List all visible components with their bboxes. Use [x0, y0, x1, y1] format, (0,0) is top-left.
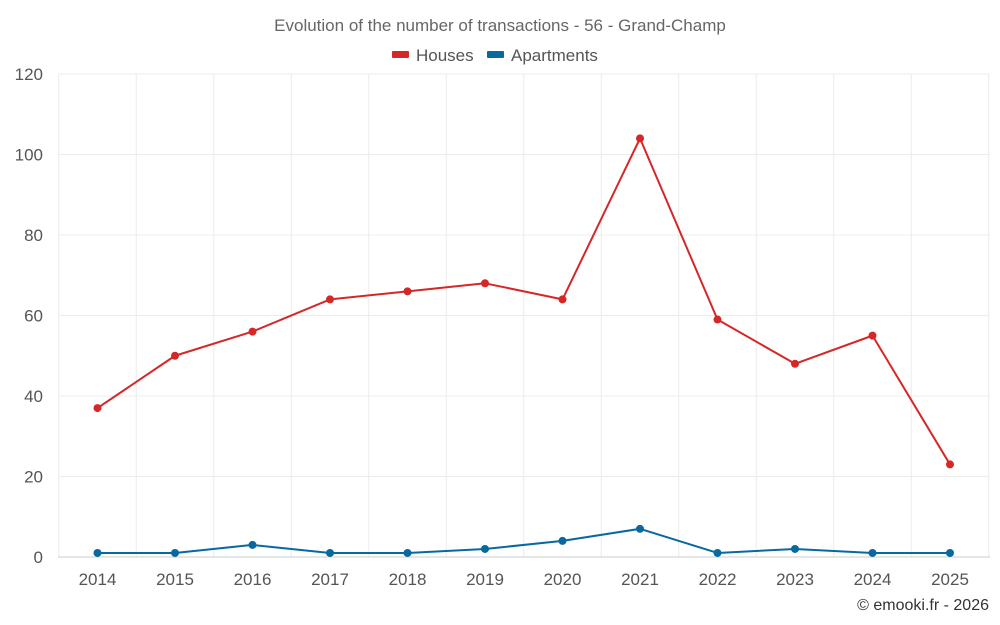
data-point-houses-2024[interactable]	[868, 331, 877, 340]
data-point-houses-2022[interactable]	[713, 315, 722, 324]
y-tick-label-0: 0	[34, 548, 43, 567]
data-point-houses-2020[interactable]	[558, 295, 567, 304]
x-tick-label-2016: 2016	[234, 570, 272, 589]
legend: Houses Apartments	[392, 46, 598, 65]
legend-swatch-apartments	[487, 51, 504, 58]
series-houses	[93, 134, 954, 469]
series-apartments	[93, 524, 954, 557]
x-tick-label-2015: 2015	[156, 570, 194, 589]
data-point-apartments-2017[interactable]	[326, 548, 334, 557]
data-point-apartments-2016[interactable]	[248, 540, 257, 549]
y-tick-label-100: 100	[15, 146, 43, 165]
y-tick-label-20: 20	[24, 468, 43, 487]
data-point-apartments-2025[interactable]	[946, 548, 954, 557]
data-point-houses-2016[interactable]	[248, 327, 257, 336]
data-point-apartments-2015[interactable]	[171, 548, 179, 557]
data-point-houses-2023[interactable]	[791, 359, 799, 368]
data-point-houses-2018[interactable]	[403, 287, 412, 296]
data-point-apartments-2021[interactable]	[636, 524, 644, 533]
x-tick-label-2014: 2014	[79, 570, 117, 589]
data-point-apartments-2019[interactable]	[481, 544, 489, 553]
x-tick-label-2017: 2017	[311, 570, 349, 589]
legend-label-houses[interactable]: Houses	[416, 46, 474, 65]
series-layer	[93, 134, 954, 557]
x-tick-label-2023: 2023	[776, 570, 814, 589]
legend-label-apartments[interactable]: Apartments	[511, 46, 598, 65]
data-point-apartments-2018[interactable]	[403, 548, 412, 557]
data-point-apartments-2023[interactable]	[791, 544, 799, 553]
legend-swatch-houses	[392, 51, 409, 58]
data-point-apartments-2024[interactable]	[868, 548, 877, 557]
chart-title: Evolution of the number of transactions …	[274, 16, 726, 35]
x-axis-ticks: 2014 2015 2016 2017 2018 2019 2020 2021 2022 2023…	[79, 570, 969, 589]
data-point-apartments-2020[interactable]	[558, 536, 567, 545]
y-tick-label-60: 60	[24, 307, 43, 326]
x-tick-label-2020: 2020	[544, 570, 582, 589]
x-tick-label-2019: 2019	[466, 570, 504, 589]
data-point-apartments-2022[interactable]	[713, 548, 722, 557]
x-tick-label-2024: 2024	[854, 570, 892, 589]
y-axis-ticks: 0 20 40 60 80 100 120	[15, 65, 43, 567]
x-tick-label-2018: 2018	[389, 570, 427, 589]
credit-text: © emooki.fr - 2026	[857, 597, 989, 614]
data-point-houses-2014[interactable]	[93, 404, 102, 413]
x-tick-label-2022: 2022	[699, 570, 737, 589]
x-tick-label-2025: 2025	[931, 570, 969, 589]
data-point-apartments-2014[interactable]	[93, 548, 102, 557]
data-point-houses-2019[interactable]	[481, 279, 489, 288]
series-line-apartments[interactable]	[97, 527, 951, 554]
data-point-houses-2015[interactable]	[171, 351, 179, 360]
data-point-houses-2021[interactable]	[636, 134, 644, 143]
x-tick-label-2021: 2021	[621, 570, 659, 589]
data-point-houses-2017[interactable]	[326, 295, 334, 304]
x-gridlines	[58, 74, 990, 557]
y-tick-label-40: 40	[24, 387, 43, 406]
y-tick-label-120: 120	[15, 65, 43, 84]
data-point-houses-2025[interactable]	[946, 460, 954, 469]
y-tick-label-80: 80	[24, 226, 43, 245]
series-line-houses[interactable]	[96, 137, 951, 465]
